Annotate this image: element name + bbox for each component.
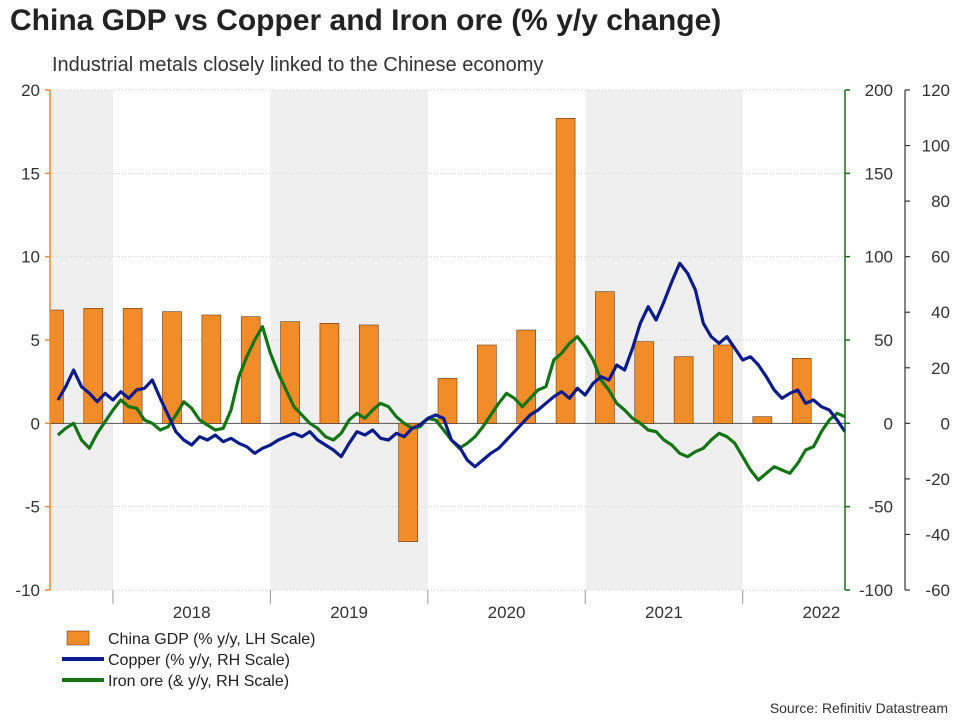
right-tick-label: 200 [865, 81, 893, 100]
gdp-bar [516, 329, 537, 424]
gdp-bar [555, 118, 576, 424]
copper-line [56, 261, 847, 469]
source-note: Source: Refinitiv Datastream [769, 700, 948, 716]
left-tick-label: 10 [21, 248, 40, 267]
year-label-2019: 2019 [330, 603, 368, 622]
gdp-bar [280, 321, 300, 424]
legend-label: China GDP (% y/y, LH Scale) [108, 631, 315, 648]
right-tick-label: 50 [874, 331, 893, 350]
gdp-bar [83, 308, 104, 424]
right-tick-label: -50 [868, 498, 893, 517]
gdp-bar [437, 378, 458, 424]
legend-label: Copper (% y/y, RH Scale) [108, 652, 290, 669]
gdp-bar [122, 308, 143, 424]
right-tick-label: -100 [859, 581, 893, 600]
right-2-tick-label: 120 [922, 81, 950, 100]
gdp-bar [713, 344, 733, 424]
right-2-tick-label: -20 [925, 470, 950, 489]
gdp-bar [673, 356, 694, 424]
gdp-bar [49, 309, 64, 424]
right-tick-label: 0 [884, 414, 893, 433]
right-2-tick-label: 40 [931, 303, 950, 322]
left-tick-label: 5 [31, 331, 40, 350]
legend-label: Iron ore (& y/y, RH Scale) [108, 673, 289, 690]
gdp-bar [358, 324, 379, 424]
chart-title: China GDP vs Copper and Iron ore (% y/y … [10, 4, 722, 37]
legend-swatch-gdp [66, 630, 90, 646]
right-tick-label: 150 [865, 164, 893, 183]
right-tick-label: 100 [865, 248, 893, 267]
gdp-bar [319, 323, 340, 424]
gdp-bar [595, 291, 615, 424]
year-label-2022: 2022 [802, 603, 840, 622]
gdp-bar [201, 314, 222, 424]
right-2-tick-label: -60 [925, 581, 950, 600]
left-tick-label: -5 [25, 498, 40, 517]
right-2-tick-label: 100 [922, 137, 950, 156]
gdp-bar [752, 416, 773, 424]
gdp-bar [634, 341, 655, 424]
left-tick-label: 0 [31, 414, 40, 433]
legend: China GDP (% y/y, LH Scale) Copper (% y/y… [62, 630, 315, 690]
right-2-tick-label: -40 [925, 525, 950, 544]
chart-subtitle: Industrial metals closely linked to the … [52, 54, 544, 76]
right-2-tick-label: 80 [931, 192, 950, 211]
left-tick-label: -10 [15, 581, 40, 600]
series-lines [56, 261, 847, 482]
axes: -10-505101520-100-50050100150200-60-40-2… [15, 81, 950, 622]
left-tick-label: 15 [21, 164, 40, 183]
gdp-bar [398, 423, 418, 542]
right-2-tick-label: 60 [931, 248, 950, 267]
left-tick-label: 20 [21, 81, 40, 100]
year-label-2020: 2020 [488, 603, 526, 622]
right-2-tick-label: 20 [931, 359, 950, 378]
year-label-2018: 2018 [173, 603, 211, 622]
right-2-tick-label: 0 [941, 414, 950, 433]
year-label-2021: 2021 [645, 603, 683, 622]
